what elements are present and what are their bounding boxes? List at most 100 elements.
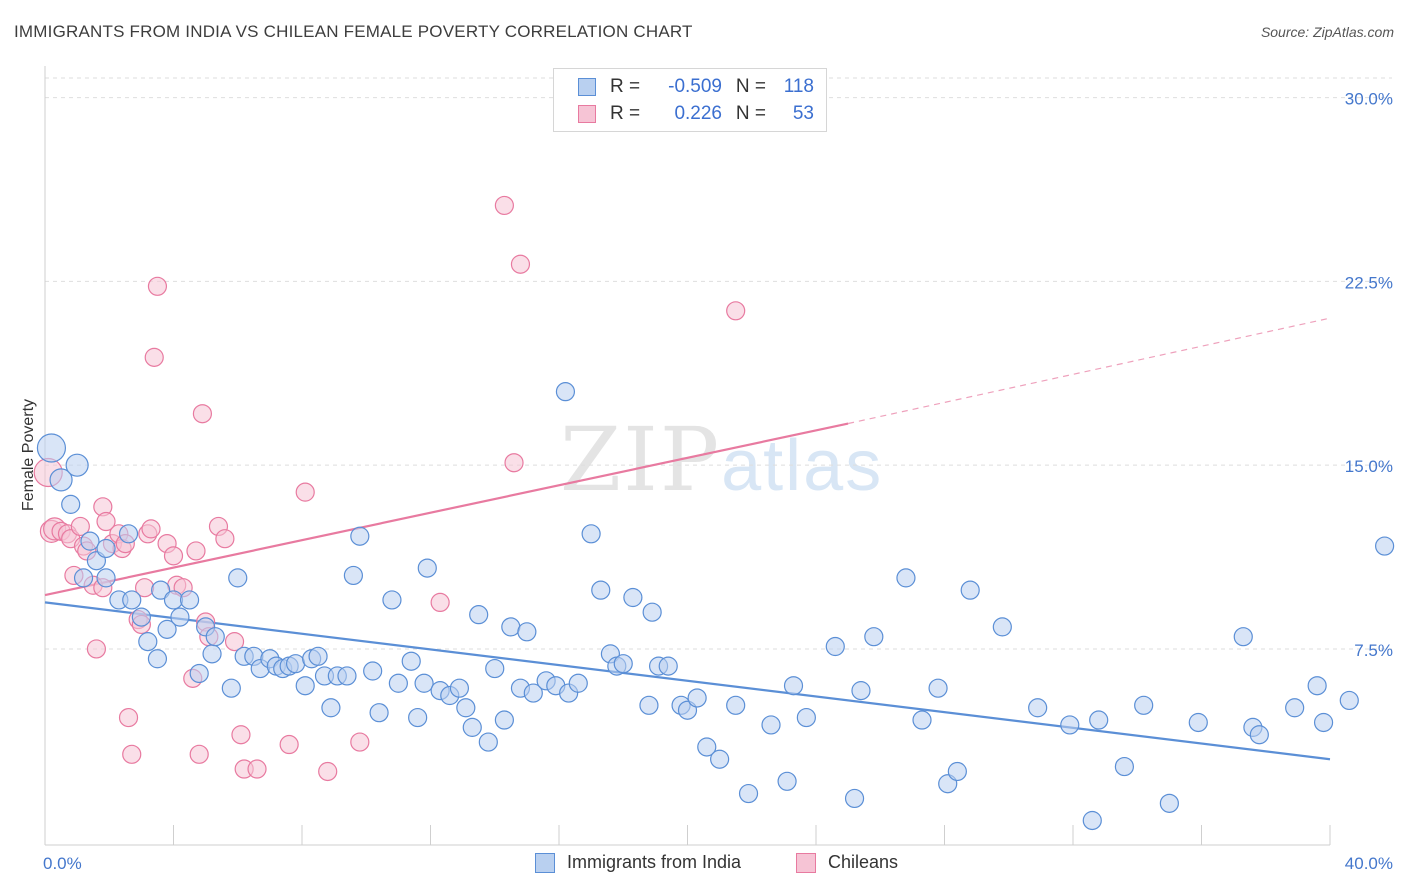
legend-n-label: N =	[735, 76, 766, 97]
india-point	[469, 605, 489, 625]
x-tick-label: 0.0%	[43, 854, 82, 873]
chile-points	[33, 195, 746, 782]
india-point	[221, 678, 241, 698]
chile-point	[318, 761, 338, 782]
chile-point	[163, 546, 184, 566]
india-point	[1375, 536, 1395, 556]
india-point	[523, 683, 543, 703]
india-point	[228, 568, 248, 588]
india-point	[726, 695, 746, 715]
india-point	[1134, 695, 1154, 715]
india-point	[825, 636, 845, 657]
india-point	[1028, 698, 1048, 718]
legend-r-label: R =	[610, 76, 641, 97]
chart-title: IMMIGRANTS FROM INDIA VS CHILEAN FEMALE …	[14, 22, 693, 41]
india-point	[896, 568, 916, 588]
india-point	[642, 602, 662, 622]
chile-point	[118, 707, 139, 728]
y-tick-label: 22.5%	[1345, 273, 1393, 292]
india-point	[285, 654, 306, 674]
india-point	[581, 524, 601, 544]
india-point	[157, 619, 177, 639]
india-point	[1082, 810, 1102, 831]
legend-swatch-india	[535, 852, 555, 873]
india-point	[568, 673, 588, 693]
india-point	[761, 715, 781, 735]
legend-swatch-chile	[578, 105, 596, 123]
legend-label-india: Immigrants from India	[567, 852, 742, 872]
india-point	[1188, 712, 1208, 733]
chile-point	[215, 529, 235, 549]
india-point	[613, 654, 633, 674]
chile-point	[504, 453, 524, 473]
india-point	[205, 627, 225, 647]
india-point	[1249, 725, 1269, 745]
india-point	[639, 695, 659, 715]
india-point	[170, 607, 190, 627]
india-point	[363, 661, 383, 681]
y-tick-label: 15.0%	[1345, 457, 1393, 476]
chile-point	[494, 195, 514, 216]
india-point	[783, 676, 804, 696]
india-point	[1114, 756, 1135, 777]
india-point	[517, 622, 537, 642]
india-point	[777, 771, 797, 791]
watermark-zip: ZIP	[560, 408, 722, 511]
india-point	[1233, 627, 1253, 647]
legend-item-chile: Chileans	[796, 852, 898, 873]
india-point	[96, 538, 116, 559]
india-point	[321, 698, 341, 718]
india-point	[947, 761, 967, 782]
chile-point	[247, 759, 267, 779]
india-point	[179, 590, 200, 610]
legend-label-chile: Chileans	[828, 852, 899, 872]
india-point	[697, 737, 717, 757]
legend-swatch-india	[578, 78, 596, 96]
legend-row-india: R = -0.509 N = 118	[578, 75, 814, 99]
india-point	[1313, 712, 1334, 733]
india-point	[408, 707, 428, 728]
india-point	[350, 526, 370, 546]
india-point	[80, 531, 100, 551]
india-point	[1307, 676, 1327, 696]
y-axis-label: Female Poverty	[20, 399, 37, 511]
india-points	[36, 382, 1395, 831]
india-point	[1089, 710, 1109, 730]
chile-point	[726, 301, 746, 321]
series-legend: Immigrants from India Chileans	[0, 852, 1406, 876]
chile-point	[189, 744, 209, 764]
india-point	[1339, 690, 1359, 711]
india-point	[151, 580, 171, 600]
trendline-india	[44, 601, 1331, 761]
india-point	[992, 617, 1012, 637]
chile-point	[86, 639, 107, 659]
india-point	[912, 710, 932, 730]
legend-row-chile: R = 0.226 N = 53	[578, 102, 814, 126]
chile-point	[186, 541, 206, 561]
india-point	[308, 646, 328, 666]
india-point	[485, 658, 505, 679]
india-point	[189, 663, 209, 684]
legend-r-value: -0.509	[668, 76, 722, 97]
india-point	[147, 649, 168, 669]
india-point	[417, 558, 437, 578]
india-point	[388, 673, 408, 693]
y-tick-label: 7.5%	[1354, 641, 1393, 660]
india-point	[36, 433, 67, 463]
source-credit: Source: ZipAtlas.com	[1260, 24, 1394, 40]
gridlines	[45, 77, 1392, 650]
chile-point	[192, 404, 213, 424]
legend-n-value: 53	[792, 103, 814, 124]
india-point	[844, 788, 865, 809]
india-point	[118, 524, 139, 544]
india-point	[738, 783, 759, 804]
india-point	[343, 565, 363, 586]
india-point	[49, 468, 73, 492]
chile-point	[144, 347, 164, 367]
legend-swatch-chile	[796, 852, 816, 873]
india-point	[337, 666, 357, 686]
india-point	[131, 607, 151, 627]
india-point	[1159, 793, 1179, 813]
y-tick-label: 30.0%	[1345, 90, 1393, 109]
legend-item-india: Immigrants from India	[535, 852, 741, 873]
